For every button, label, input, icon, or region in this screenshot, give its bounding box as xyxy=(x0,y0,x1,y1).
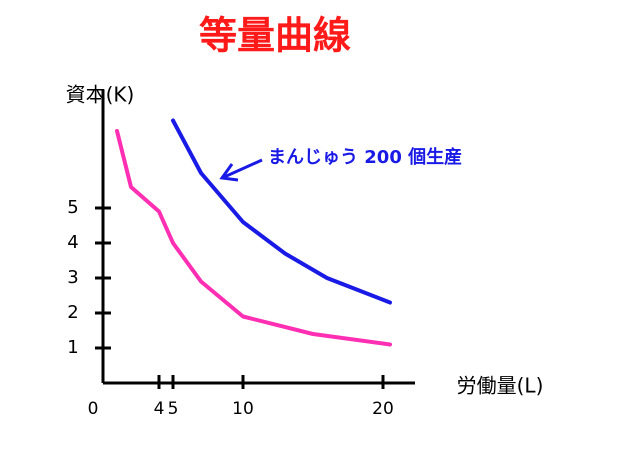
x-tick-label: 10 xyxy=(232,399,254,419)
y-tick-label: 5 xyxy=(67,197,78,218)
y-tick-label: 1 xyxy=(67,337,78,358)
x-tick-label: 4 xyxy=(154,399,165,419)
y-tick-label: 4 xyxy=(67,232,78,253)
isoquant-line xyxy=(171,118,392,305)
x-tick-label: 5 xyxy=(168,399,179,419)
annotation: まんじゅう 200 個生産 xyxy=(268,146,462,168)
y-tick-label: 2 xyxy=(67,302,78,323)
y-axis-label: 資本(K) xyxy=(66,83,135,107)
x-tick-label: 0 xyxy=(88,399,99,419)
x-axis-label: 労働量(L) xyxy=(457,374,544,398)
arrow-head xyxy=(219,163,239,182)
x-tick-label: 20 xyxy=(372,399,394,419)
chart-title: 等量曲線 xyxy=(199,14,351,58)
annotation-arrow xyxy=(221,158,263,180)
isoquant-line xyxy=(115,129,392,347)
y-tick-label: 3 xyxy=(67,267,78,288)
